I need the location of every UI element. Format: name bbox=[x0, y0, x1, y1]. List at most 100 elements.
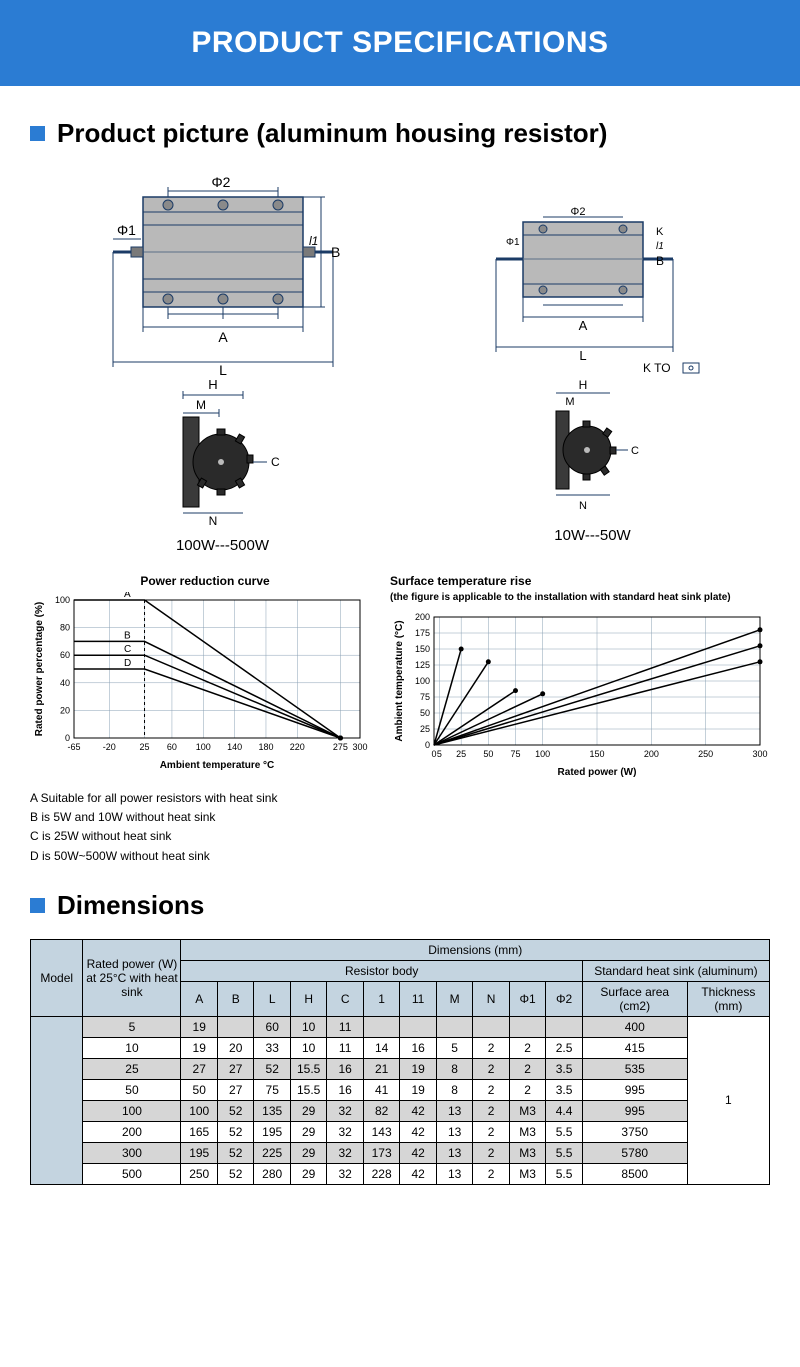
dim-cell: M3 bbox=[509, 1163, 545, 1184]
dim-cell: 52 bbox=[217, 1142, 253, 1163]
surf-cell: 8500 bbox=[582, 1163, 687, 1184]
svg-text:100: 100 bbox=[535, 749, 550, 759]
svg-text:80: 80 bbox=[60, 623, 70, 633]
rated-cell: 50 bbox=[83, 1079, 181, 1100]
section2-heading: Dimensions bbox=[30, 890, 770, 921]
hdr-rated: Rated power (W) at 25°C with heat sink bbox=[83, 939, 181, 1016]
dim-cell: 16 bbox=[327, 1058, 363, 1079]
surf-cell: 995 bbox=[582, 1100, 687, 1121]
dim-cell: 16 bbox=[400, 1037, 436, 1058]
dim-cell: 8 bbox=[436, 1079, 472, 1100]
svg-text:C: C bbox=[124, 644, 131, 655]
rated-cell: 25 bbox=[83, 1058, 181, 1079]
svg-text:140: 140 bbox=[227, 742, 242, 752]
hdr-col: 1 bbox=[363, 981, 399, 1016]
svg-text:0: 0 bbox=[65, 733, 70, 743]
thickness-cell: 1 bbox=[687, 1016, 769, 1184]
dim-cell: 75 bbox=[254, 1079, 290, 1100]
chart1-title: Power reduction curve bbox=[30, 574, 380, 588]
dim-cell: 2 bbox=[473, 1100, 509, 1121]
diagram-small-label: 10W---50W bbox=[554, 527, 630, 544]
dim-cell: 14 bbox=[363, 1037, 399, 1058]
svg-text:60: 60 bbox=[167, 742, 177, 752]
svg-text:B: B bbox=[656, 254, 664, 268]
dim-cell: 3.5 bbox=[546, 1058, 582, 1079]
dim-cell: 27 bbox=[181, 1058, 217, 1079]
dim-cell: 5.5 bbox=[546, 1142, 582, 1163]
dim-cell: 27 bbox=[217, 1079, 253, 1100]
banner-title: PRODUCT SPECIFICATIONS bbox=[191, 26, 608, 59]
dim-cell: 27 bbox=[217, 1058, 253, 1079]
rated-cell: 500 bbox=[83, 1163, 181, 1184]
svg-text:K: K bbox=[656, 226, 664, 238]
svg-text:100: 100 bbox=[415, 676, 430, 686]
dim-cell: 195 bbox=[254, 1121, 290, 1142]
dim-cell: 10 bbox=[290, 1016, 326, 1037]
dim-cell: 195 bbox=[181, 1142, 217, 1163]
hdr-col: 11 bbox=[400, 981, 436, 1016]
svg-text:C: C bbox=[631, 445, 639, 457]
dim-cell: 42 bbox=[400, 1163, 436, 1184]
hdr-col: C bbox=[327, 981, 363, 1016]
svg-text:N: N bbox=[579, 500, 587, 512]
dim-cell: 19 bbox=[400, 1079, 436, 1100]
dim-cell: 50 bbox=[181, 1079, 217, 1100]
chart-note: B is 5W and 10W without heat sink bbox=[30, 808, 770, 827]
section1-heading: Product picture (aluminum housing resist… bbox=[30, 118, 770, 149]
svg-text:N: N bbox=[208, 514, 217, 527]
hdr-col: N bbox=[473, 981, 509, 1016]
dim-cell: 82 bbox=[363, 1100, 399, 1121]
rated-cell: 100 bbox=[83, 1100, 181, 1121]
dimensions-table: ModelRated power (W) at 25°C with heat s… bbox=[30, 939, 770, 1185]
content: Product picture (aluminum housing resist… bbox=[0, 86, 800, 1205]
hdr-body: Resistor body bbox=[181, 960, 582, 981]
chart-note: C is 25W without heat sink bbox=[30, 827, 770, 846]
svg-text:250: 250 bbox=[698, 749, 713, 759]
dim-cell: M3 bbox=[509, 1142, 545, 1163]
dim-cell: 32 bbox=[327, 1121, 363, 1142]
svg-text:25: 25 bbox=[420, 724, 430, 734]
table-row: 2527275215.51621198223.5535 bbox=[31, 1058, 770, 1079]
dim-cell: 2 bbox=[473, 1163, 509, 1184]
hdr-surf: Surface area (cm2) bbox=[582, 981, 687, 1016]
dim-cell: 2 bbox=[473, 1142, 509, 1163]
chart-note: D is 50W~500W without heat sink bbox=[30, 847, 770, 866]
dim-cell: 2 bbox=[509, 1037, 545, 1058]
dim-cell: 13 bbox=[436, 1163, 472, 1184]
svg-text:150: 150 bbox=[415, 644, 430, 654]
dim-cell: 20 bbox=[217, 1037, 253, 1058]
svg-text:-20: -20 bbox=[103, 742, 116, 752]
svg-text:0: 0 bbox=[425, 740, 430, 750]
dim-cell: 42 bbox=[400, 1100, 436, 1121]
hdr-col: Φ2 bbox=[546, 981, 582, 1016]
dim-cell: 2 bbox=[473, 1058, 509, 1079]
surf-cell: 5780 bbox=[582, 1142, 687, 1163]
svg-text:H: H bbox=[578, 378, 587, 392]
svg-text:Φ1: Φ1 bbox=[506, 237, 520, 248]
surf-cell: 995 bbox=[582, 1079, 687, 1100]
hdr-col: M bbox=[436, 981, 472, 1016]
svg-text:50: 50 bbox=[420, 708, 430, 718]
table-row: 30019552225293217342132M35.55780 bbox=[31, 1142, 770, 1163]
dim-cell: 41 bbox=[363, 1079, 399, 1100]
dim-cell: 15.5 bbox=[290, 1058, 326, 1079]
dim-cell: 52 bbox=[254, 1058, 290, 1079]
svg-text:60: 60 bbox=[60, 650, 70, 660]
dim-cell: 2 bbox=[473, 1121, 509, 1142]
dim-cell: 19 bbox=[181, 1037, 217, 1058]
section1-text: Product picture (aluminum housing resist… bbox=[57, 118, 607, 149]
svg-text:Rated power percentage (%): Rated power percentage (%) bbox=[34, 602, 45, 736]
hdr-col: Φ1 bbox=[509, 981, 545, 1016]
svg-text:40: 40 bbox=[60, 678, 70, 688]
svg-text:M: M bbox=[565, 396, 574, 408]
dim-cell: 29 bbox=[290, 1163, 326, 1184]
dim-cell: 32 bbox=[327, 1100, 363, 1121]
dim-cell: 33 bbox=[254, 1037, 290, 1058]
model-cell bbox=[31, 1016, 83, 1184]
dim-cell bbox=[217, 1016, 253, 1037]
svg-text:B: B bbox=[331, 244, 340, 260]
svg-text:Ambient temperature (°C): Ambient temperature (°C) bbox=[394, 620, 405, 741]
dim-cell: 52 bbox=[217, 1100, 253, 1121]
chart1-plot: -65-202560100140180220275300020406080100… bbox=[30, 592, 370, 772]
dim-cell: 250 bbox=[181, 1163, 217, 1184]
